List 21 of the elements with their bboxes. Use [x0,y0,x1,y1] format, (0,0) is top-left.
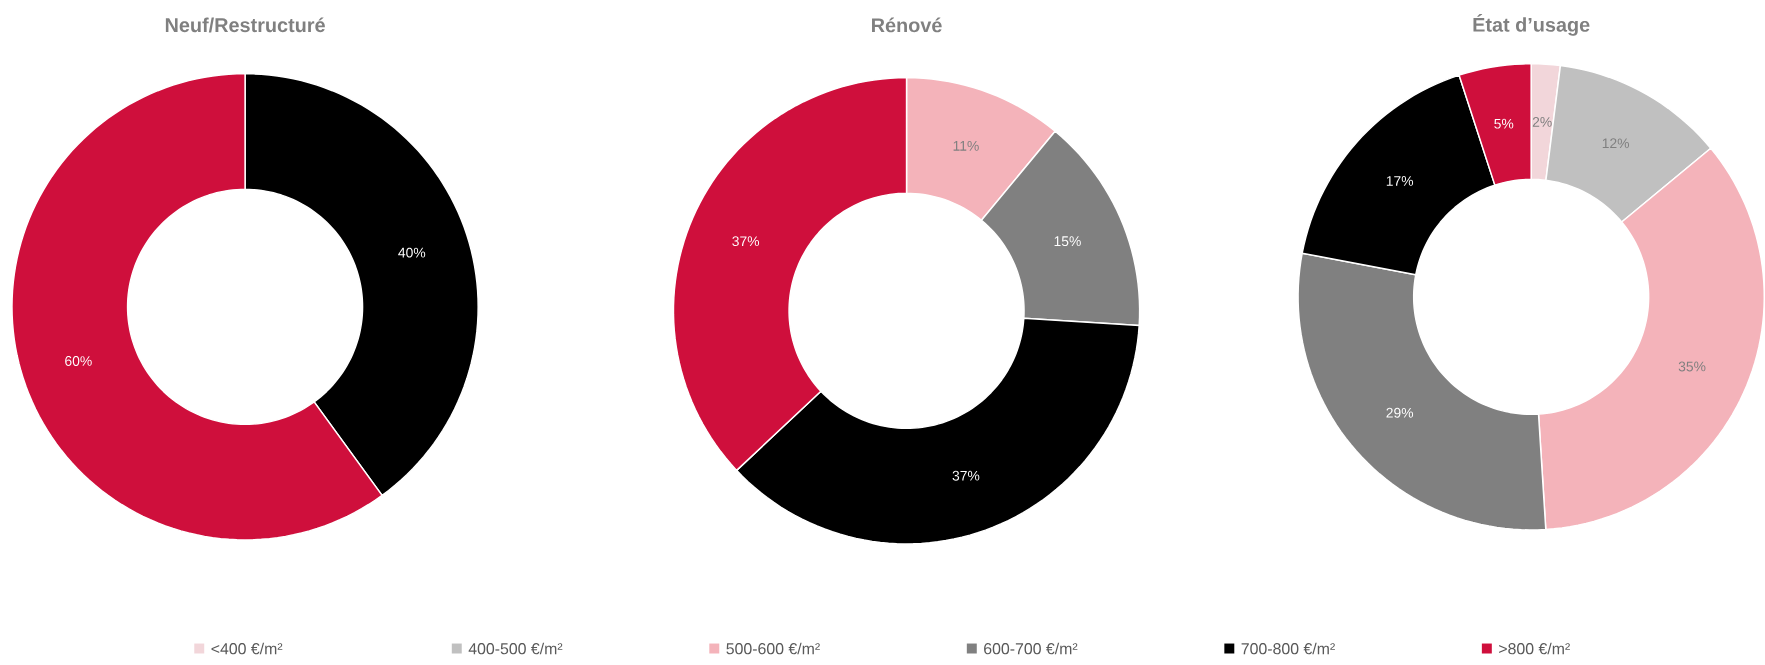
data-label: 5% [1494,118,1514,129]
legend-label: 700-800 €/m² [1241,642,1335,655]
legend-label: <400 €/m² [211,642,283,655]
data-label: 17% [1386,175,1414,186]
legend-label: >800 €/m² [1499,642,1570,655]
data-label: 12% [1602,138,1630,148]
data-label: 37% [952,470,980,481]
legend-label: 400-500 €/m² [468,642,563,655]
data-label: 37% [732,236,760,246]
data-label: 29% [1386,407,1414,418]
data-label: 40% [398,247,426,258]
chart-title: Rénové [872,17,942,33]
legend-label: 600-700 €/m² [984,642,1078,655]
data-label: 15% [1054,236,1081,246]
data-label: 35% [1678,361,1706,372]
legend-label: 500-600 €/m² [726,642,820,655]
data-label: 11% [953,140,979,151]
data-label: 60% [65,355,92,366]
chart-title: Neuf/Restructuré [165,17,325,33]
chart-title: État d’usage [1473,13,1590,36]
data-label: 2% [1532,116,1552,127]
